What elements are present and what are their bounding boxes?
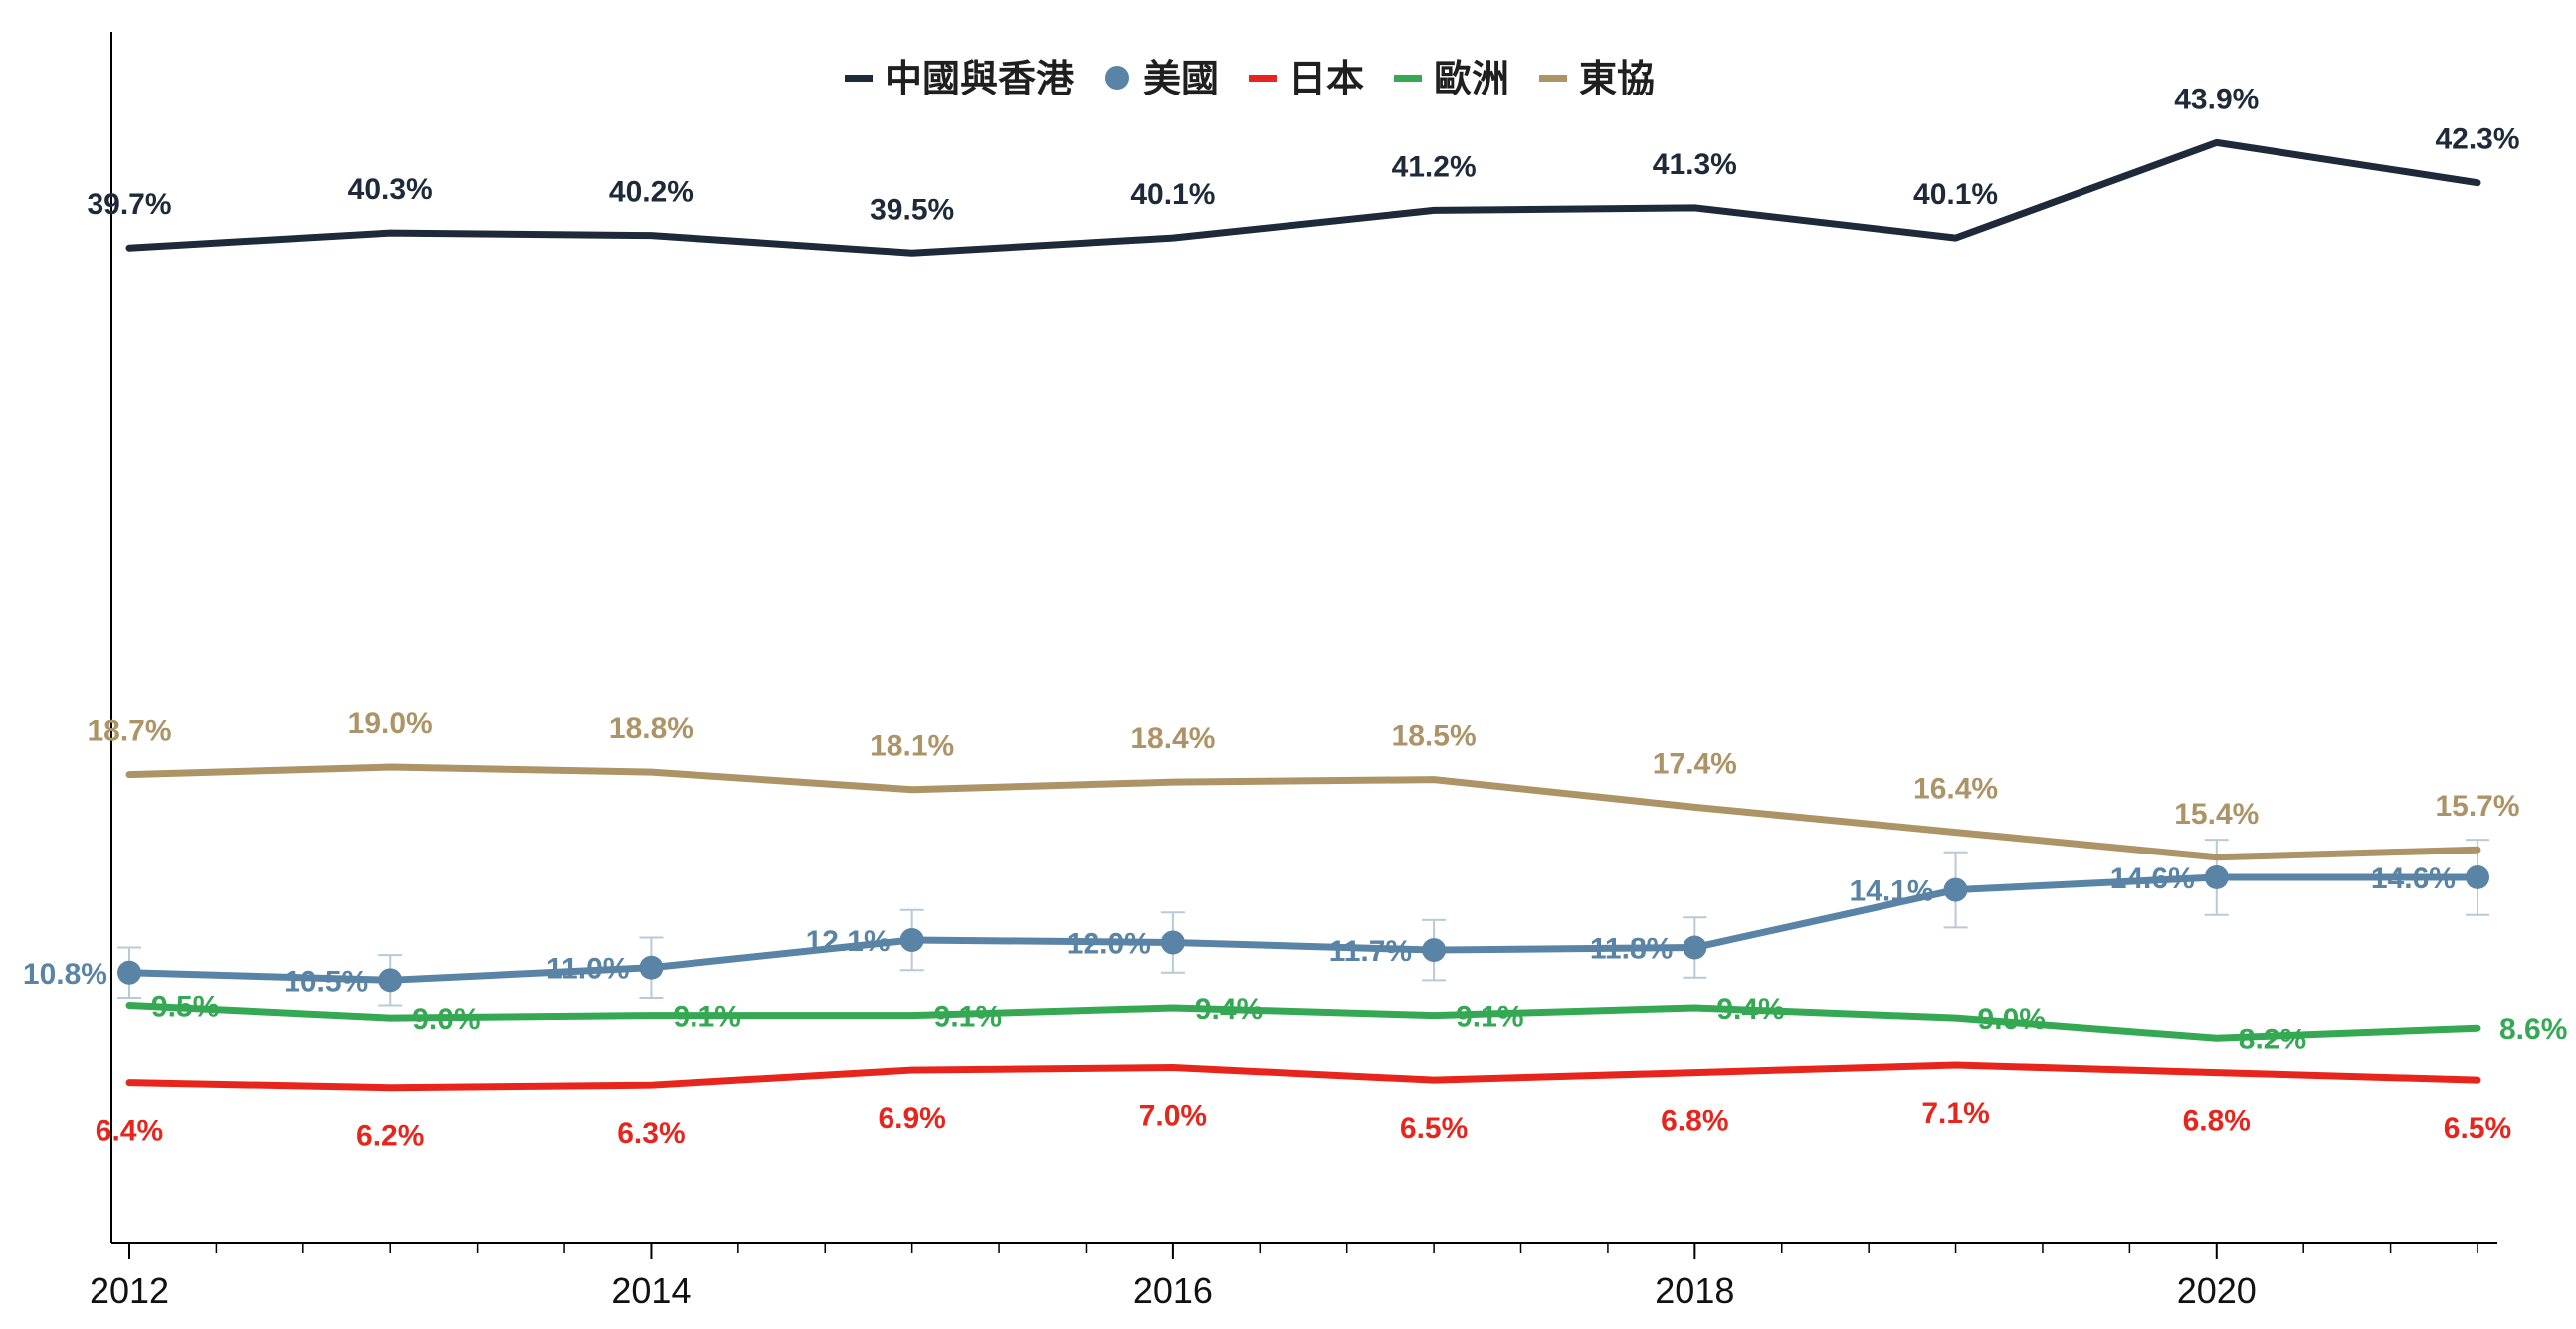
- legend-marker-dot: [1105, 66, 1129, 90]
- legend-label-0: 中國與香港: [885, 57, 1075, 100]
- data-label: 39.7%: [87, 188, 171, 221]
- data-label: 6.4%: [96, 1115, 163, 1148]
- x-tick-label-2016: 2016: [1133, 1270, 1213, 1311]
- data-label: 9.5%: [151, 991, 219, 1024]
- data-label: 6.8%: [2183, 1105, 2251, 1138]
- data-label: 9.4%: [1195, 993, 1263, 1026]
- data-label: 6.9%: [878, 1102, 945, 1135]
- data-label: 10.5%: [284, 965, 368, 998]
- data-point: [1160, 930, 1185, 955]
- data-label: 14.6%: [2110, 862, 2195, 895]
- series-line-3: [125, 1002, 2481, 1042]
- series-line-1: [125, 873, 2481, 984]
- data-label: 14.1%: [1849, 875, 1933, 908]
- data-label: 19.0%: [348, 707, 433, 740]
- data-point: [639, 955, 664, 980]
- data-label: 10.8%: [23, 958, 107, 991]
- data-label: 14.6%: [2371, 862, 2456, 895]
- data-label: 6.3%: [617, 1117, 685, 1150]
- data-label: 41.2%: [1392, 150, 1477, 183]
- data-label: 11.0%: [546, 953, 629, 986]
- data-label: 7.0%: [1139, 1100, 1207, 1133]
- data-labels-layer: 39.7% 40.3% 40.2% 39.5% 40.1% 41.2% 41.3% 40.1%…: [23, 83, 2567, 1152]
- data-label: 18.1%: [870, 730, 954, 763]
- x-tick-label-2012: 2012: [90, 1270, 169, 1311]
- series-line-2: [125, 1061, 2481, 1092]
- data-label: 18.8%: [609, 712, 694, 745]
- data-label: 6.5%: [1400, 1112, 1468, 1145]
- data-label: 15.7%: [2435, 790, 2519, 823]
- series-layer: [117, 138, 2489, 1092]
- data-label: 9.0%: [412, 1003, 480, 1036]
- data-point: [2204, 864, 2229, 889]
- legend-item-0: 中國與香港: [845, 57, 1075, 100]
- data-label: 9.1%: [934, 1001, 1002, 1034]
- data-label: 18.4%: [1130, 722, 1215, 755]
- data-label: 8.6%: [2499, 1013, 2567, 1045]
- data-label: 6.2%: [356, 1120, 424, 1153]
- x-tick-label-2020: 2020: [2177, 1270, 2257, 1311]
- data-label: 9.0%: [1978, 1003, 2046, 1036]
- data-label: 18.5%: [1392, 720, 1477, 753]
- data-label: 9.1%: [673, 1001, 740, 1034]
- data-label: 39.5%: [870, 193, 954, 226]
- series-line-4: [125, 763, 2481, 861]
- data-point: [1422, 938, 1447, 963]
- data-point: [378, 968, 403, 993]
- data-label: 6.5%: [2444, 1112, 2511, 1145]
- data-label: 17.4%: [1653, 747, 1737, 780]
- data-point: [2466, 864, 2489, 889]
- data-label: 40.1%: [1913, 178, 1998, 211]
- data-label: 43.9%: [2174, 83, 2259, 115]
- data-label: 11.8%: [1590, 933, 1673, 966]
- data-label: 6.8%: [1661, 1105, 1728, 1138]
- data-label: 18.7%: [87, 715, 171, 748]
- data-label: 16.4%: [1913, 773, 1998, 806]
- data-label: 8.2%: [2239, 1023, 2306, 1055]
- data-label: 9.1%: [1456, 1001, 1523, 1034]
- legend-item-2: 日本: [1249, 57, 1364, 100]
- legend-item-3: 歐洲: [1394, 57, 1509, 100]
- legend-marker-dash: [1539, 75, 1567, 82]
- x-tick-label-2018: 2018: [1655, 1270, 1734, 1311]
- data-label: 9.4%: [1716, 993, 1784, 1026]
- legend: 中國與香港 美國 日本 歐洲 東協: [845, 57, 1655, 100]
- data-point: [1683, 935, 1707, 960]
- data-label: 7.1%: [1921, 1097, 1989, 1130]
- data-point: [117, 960, 141, 985]
- legend-label-1: 美國: [1143, 57, 1219, 100]
- data-label: 40.3%: [348, 173, 433, 206]
- legend-marker-dash: [845, 75, 873, 82]
- data-label: 41.3%: [1653, 148, 1737, 181]
- legend-label-2: 日本: [1288, 57, 1364, 100]
- data-label: 15.4%: [2174, 798, 2259, 831]
- series-line-0: [125, 138, 2481, 257]
- legend-item-4: 東協: [1539, 57, 1655, 100]
- x-tick-label-2014: 2014: [611, 1270, 691, 1311]
- data-label: 40.1%: [1130, 178, 1215, 211]
- data-label: 12.0%: [1067, 928, 1151, 961]
- data-point: [1943, 877, 1968, 902]
- data-label: 12.1%: [806, 925, 891, 958]
- data-label: 42.3%: [2435, 123, 2519, 156]
- data-point: [899, 927, 924, 952]
- data-label: 11.7%: [1329, 935, 1412, 968]
- legend-marker-dash: [1249, 75, 1277, 82]
- legend-item-1: 美國: [1105, 57, 1219, 100]
- legend-label-3: 歐洲: [1434, 57, 1509, 100]
- legend-label-4: 東協: [1579, 57, 1655, 100]
- axes: 2012 2014 2016 2018 2020: [90, 32, 2497, 1311]
- legend-marker-dash: [1394, 75, 1422, 82]
- data-label: 40.2%: [609, 176, 694, 209]
